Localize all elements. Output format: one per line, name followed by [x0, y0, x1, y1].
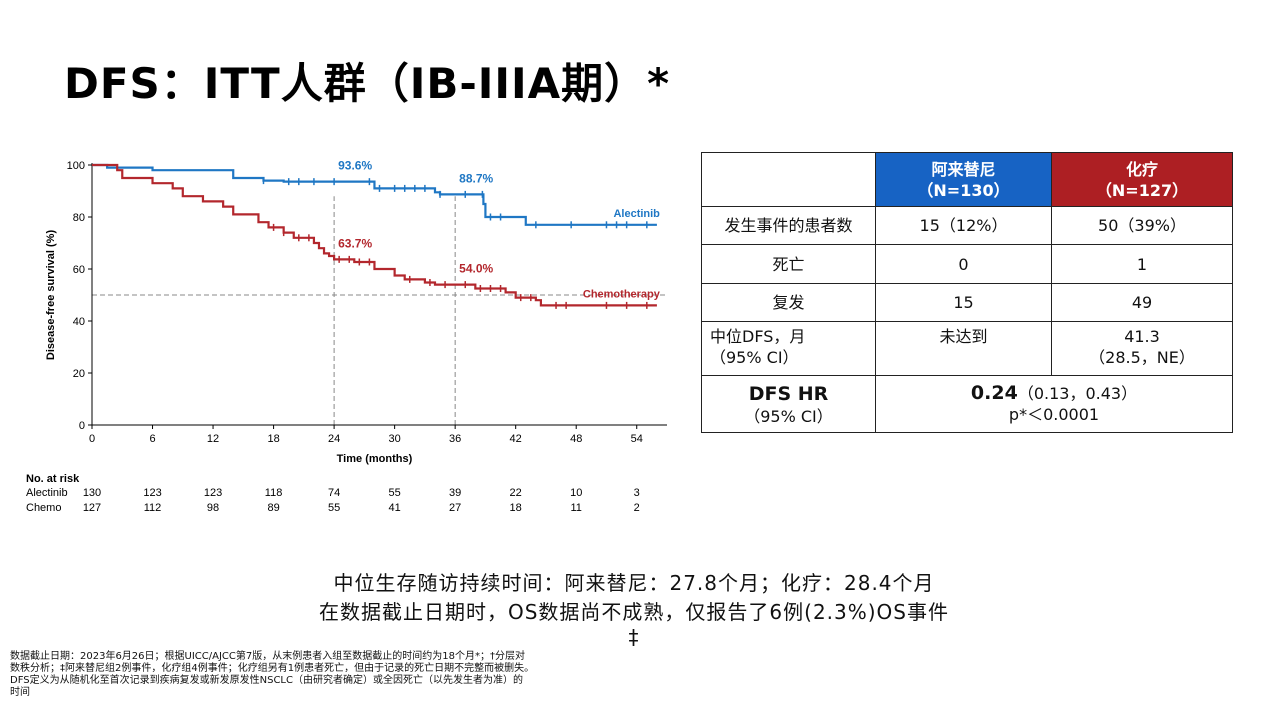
risk-count: 2: [634, 502, 640, 514]
risk-count: 55: [328, 502, 340, 514]
annotation-label: 88.7%: [459, 171, 493, 185]
hr-p-value: p*＜0.0001: [1008, 405, 1100, 424]
y-tick-label: 80: [73, 212, 85, 224]
kaplan-meier-chart: 0 20 40 60 80 100 0 6 12 18 24 30 36 42 48 54 Time (mont…: [26, 159, 667, 514]
footnote-line: 数秩分析；‡阿来替尼组2例事件，化疗组4例事件；化疗组另有1例患者死亡，但由于记…: [10, 663, 535, 674]
table-corner: [701, 152, 876, 207]
table-row: DFS HR （95% CI） 0.24（0.13，0.43） p*＜0.000…: [701, 375, 1233, 433]
risk-count: 127: [83, 502, 101, 514]
os-summary: 在数据截止日期时，OS数据尚不成熟，仅报告了6例(2.3%)OS事件: [318, 600, 949, 624]
risk-count: 39: [449, 487, 461, 499]
annotation-label: 63.7%: [338, 236, 372, 250]
alectinib-cell: 0: [875, 244, 1052, 284]
risk-count: 18: [510, 502, 522, 514]
alectinib-header-name: 阿来替尼: [931, 159, 996, 179]
footnote-line: 数据截止日期：2023年6月26日；根据UICC/AJCC第7版，从末例患者入组…: [10, 651, 525, 662]
risk-count: 112: [144, 502, 162, 514]
risk-count: 22: [510, 487, 522, 499]
alectinib-header: 阿来替尼 （N=130）: [875, 152, 1052, 207]
series-label-chemo: Chemotherapy: [583, 288, 661, 300]
x-tick-label: 0: [89, 433, 95, 445]
alectinib-cell: 15（12%）: [875, 206, 1052, 245]
x-axis-label: Time (months): [337, 453, 413, 465]
chemo-header-name: 化疗: [1125, 159, 1158, 179]
results-table: 阿来替尼 （N=130） 化疗 （N=127） 发生事件的患者数 15（12%）…: [701, 152, 1233, 433]
risk-count: 118: [265, 487, 283, 499]
x-tick-label: 18: [267, 433, 279, 445]
risk-count: 98: [207, 502, 219, 514]
series-label-alectinib: Alectinib: [613, 208, 660, 220]
x-tick-label: 42: [510, 433, 522, 445]
annotation-label: 93.6%: [338, 159, 372, 173]
row-label: 发生事件的患者数: [701, 206, 876, 245]
risk-count: 130: [83, 487, 101, 499]
x-tick-label: 30: [389, 433, 401, 445]
hr-label: DFS HR: [748, 382, 829, 405]
chemo-cell: 49: [1051, 283, 1233, 322]
row-label: 死亡: [701, 244, 876, 284]
annotation-label: 54.0%: [459, 262, 493, 276]
risk-row-label: Alectinib: [26, 487, 68, 499]
risk-count: 11: [570, 502, 581, 514]
chemo-median-ci: （28.5，NE）: [1089, 348, 1195, 367]
median-label: 中位DFS，月: [710, 327, 806, 346]
chemo-header: 化疗 （N=127）: [1051, 152, 1233, 207]
hr-ci: （0.13，0.43）: [1017, 384, 1138, 403]
followup-summary: 中位生存随访持续时间：阿来替尼：27.8个月；化疗：28.4个月: [333, 571, 935, 595]
y-axis-label: Disease-free survival (%): [45, 230, 57, 361]
hr-value-cell: 0.24（0.13，0.43） p*＜0.0001: [875, 375, 1233, 433]
page-title: DFS：ITT人群（IB-IIIA期）*: [64, 59, 671, 108]
chemo-median: 41.3: [1124, 327, 1160, 346]
table-row: 发生事件的患者数 15（12%） 50（39%）: [701, 206, 1233, 245]
footnote-line: DFS定义为从随机化至首次记录到疾病复发或新发原发性NSCLC（由研究者确定）或…: [10, 675, 523, 686]
chemo-header-n: （N=127）: [1095, 180, 1189, 200]
y-tick-label: 40: [73, 316, 85, 328]
x-tick-label: 54: [631, 433, 643, 445]
table-row: 复发 15 49: [701, 283, 1233, 322]
chemo-cell: 1: [1051, 244, 1233, 284]
y-tick-label: 20: [73, 368, 85, 380]
hr-value: 0.24: [970, 382, 1018, 404]
alectinib-header-n: （N=130）: [917, 180, 1010, 200]
x-tick-label: 24: [328, 433, 340, 445]
survival-curve-chemo: [92, 163, 657, 307]
alectinib-cell: 15: [875, 283, 1052, 322]
table-row: 中位DFS，月 （95% CI） 未达到 41.3 （28.5，NE）: [701, 321, 1233, 376]
risk-count: 123: [143, 487, 161, 499]
median-ci-label: （95% CI）: [710, 348, 799, 367]
risk-count: 10: [570, 487, 582, 499]
alectinib-median: 未达到: [875, 321, 1052, 376]
chemo-cell: 50（39%）: [1051, 206, 1233, 245]
footnotes: 数据截止日期：2023年6月26日；根据UICC/AJCC第7版，从末例患者入组…: [10, 651, 630, 699]
risk-row-label: Chemo: [26, 502, 61, 514]
hr-label-cell: DFS HR （95% CI）: [701, 375, 876, 433]
x-tick-label: 12: [207, 433, 219, 445]
risk-count: 27: [449, 502, 461, 514]
risk-count: 41: [389, 502, 401, 514]
survival-curve-alectinib: [92, 163, 657, 226]
risk-count: 55: [389, 487, 401, 499]
y-tick-label: 100: [67, 160, 85, 172]
x-tick-label: 36: [449, 433, 461, 445]
risk-count: 89: [267, 502, 279, 514]
hr-ci-label: （95% CI）: [744, 406, 833, 426]
x-tick-label: 6: [149, 433, 155, 445]
risk-count: 123: [204, 487, 222, 499]
os-summary-marker: ‡: [628, 625, 640, 649]
risk-count: 74: [328, 487, 340, 499]
row-label: 复发: [701, 283, 876, 322]
risk-count: 3: [634, 487, 640, 499]
table-row: 死亡 0 1: [701, 244, 1233, 284]
y-tick-label: 60: [73, 264, 85, 276]
y-tick-label: 0: [79, 420, 85, 432]
risk-table-title: No. at risk: [26, 473, 80, 485]
chemo-median-cell: 41.3 （28.5，NE）: [1051, 321, 1233, 376]
median-label-cell: 中位DFS，月 （95% CI）: [701, 321, 876, 376]
footnote-line: 时间: [10, 687, 30, 698]
x-tick-label: 48: [570, 433, 582, 445]
